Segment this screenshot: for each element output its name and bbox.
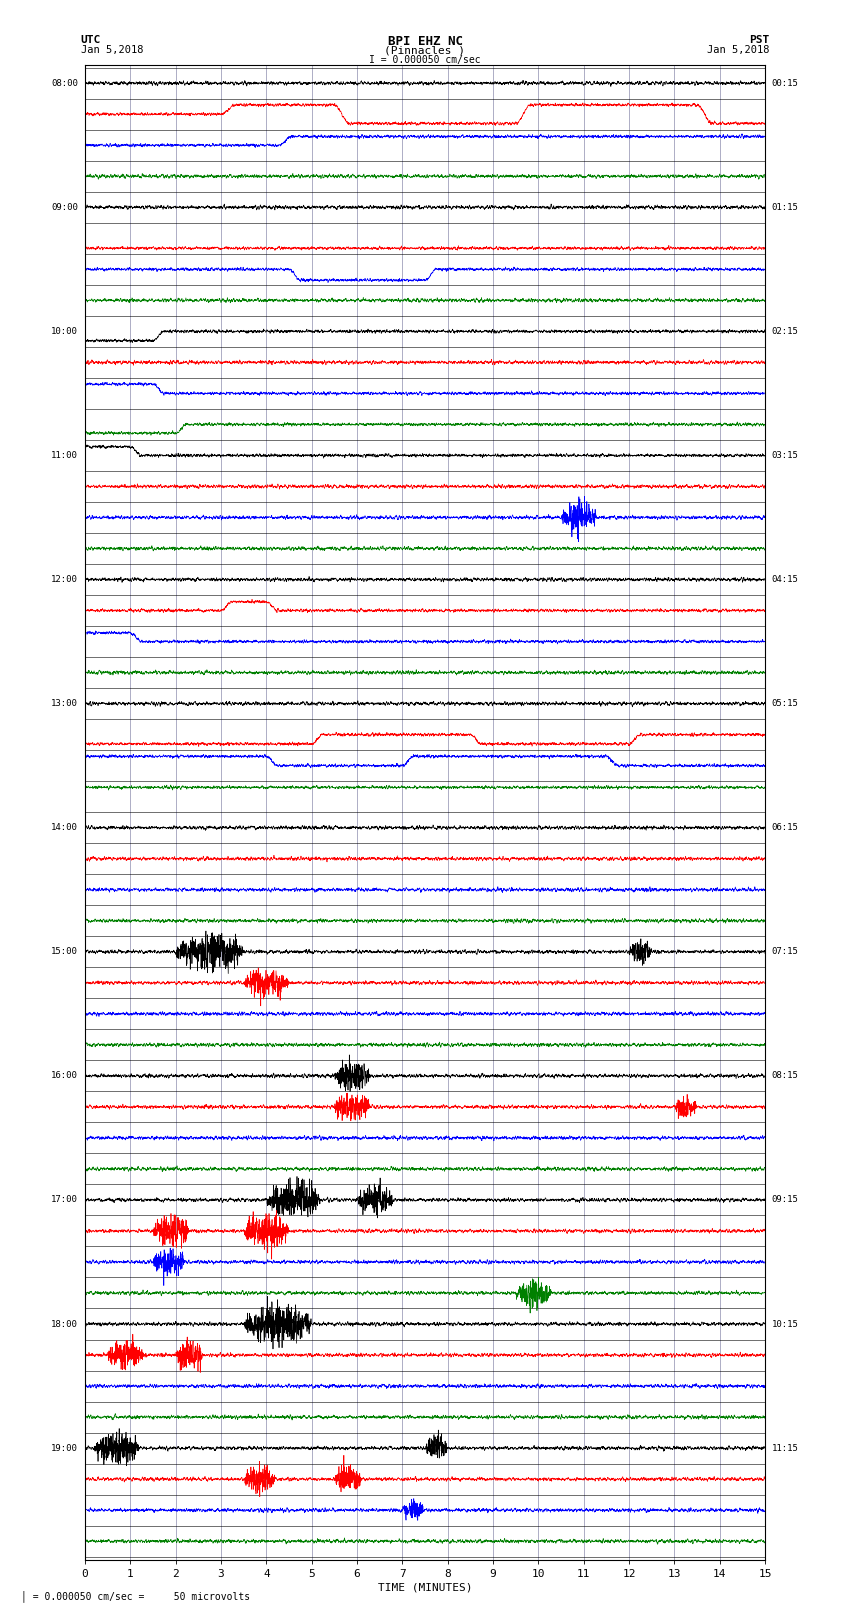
Text: 12:00: 12:00 xyxy=(51,574,78,584)
Text: │ = 0.000050 cm/sec =     50 microvolts: │ = 0.000050 cm/sec = 50 microvolts xyxy=(21,1590,251,1602)
Text: 09:00: 09:00 xyxy=(51,203,78,211)
Text: 00:15: 00:15 xyxy=(772,79,799,87)
Text: 15:00: 15:00 xyxy=(51,947,78,957)
Text: 16:00: 16:00 xyxy=(51,1071,78,1081)
Text: 05:15: 05:15 xyxy=(772,698,799,708)
Text: 01:15: 01:15 xyxy=(772,203,799,211)
Text: 14:00: 14:00 xyxy=(51,823,78,832)
Text: 02:15: 02:15 xyxy=(772,327,799,336)
Text: Jan 5,2018: Jan 5,2018 xyxy=(81,45,144,55)
Text: 13:00: 13:00 xyxy=(51,698,78,708)
Text: BPI EHZ NC: BPI EHZ NC xyxy=(388,35,462,48)
Text: 19:00: 19:00 xyxy=(51,1444,78,1453)
Text: 06:15: 06:15 xyxy=(772,823,799,832)
Text: Jan 5,2018: Jan 5,2018 xyxy=(706,45,769,55)
Text: I = 0.000050 cm/sec: I = 0.000050 cm/sec xyxy=(369,55,481,65)
Text: 11:00: 11:00 xyxy=(51,452,78,460)
X-axis label: TIME (MINUTES): TIME (MINUTES) xyxy=(377,1582,473,1594)
Text: 08:15: 08:15 xyxy=(772,1071,799,1081)
Text: UTC: UTC xyxy=(81,35,101,45)
Text: 10:00: 10:00 xyxy=(51,327,78,336)
Text: 18:00: 18:00 xyxy=(51,1319,78,1329)
Text: 08:00: 08:00 xyxy=(51,79,78,87)
Text: (Pinnacles ): (Pinnacles ) xyxy=(384,45,466,55)
Text: 04:15: 04:15 xyxy=(772,574,799,584)
Text: 09:15: 09:15 xyxy=(772,1195,799,1205)
Text: 07:15: 07:15 xyxy=(772,947,799,957)
Text: 17:00: 17:00 xyxy=(51,1195,78,1205)
Text: 11:15: 11:15 xyxy=(772,1444,799,1453)
Text: 10:15: 10:15 xyxy=(772,1319,799,1329)
Text: 03:15: 03:15 xyxy=(772,452,799,460)
Text: PST: PST xyxy=(749,35,769,45)
